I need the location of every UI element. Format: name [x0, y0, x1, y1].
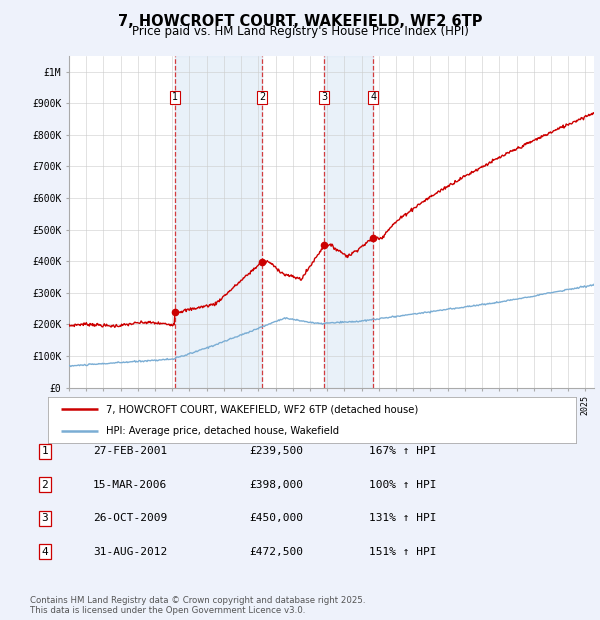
Text: 4: 4 — [41, 547, 49, 557]
Text: 26-OCT-2009: 26-OCT-2009 — [93, 513, 167, 523]
Text: 27-FEB-2001: 27-FEB-2001 — [93, 446, 167, 456]
Text: 4: 4 — [370, 92, 376, 102]
Text: 3: 3 — [321, 92, 327, 102]
Text: £239,500: £239,500 — [249, 446, 303, 456]
Text: 31-AUG-2012: 31-AUG-2012 — [93, 547, 167, 557]
Bar — [324, 56, 373, 388]
Text: 7, HOWCROFT COURT, WAKEFIELD, WF2 6TP (detached house): 7, HOWCROFT COURT, WAKEFIELD, WF2 6TP (d… — [106, 404, 418, 414]
Text: 2: 2 — [41, 480, 49, 490]
Text: Contains HM Land Registry data © Crown copyright and database right 2025.
This d: Contains HM Land Registry data © Crown c… — [30, 596, 365, 615]
Text: 100% ↑ HPI: 100% ↑ HPI — [369, 480, 437, 490]
Text: 15-MAR-2006: 15-MAR-2006 — [93, 480, 167, 490]
Text: £450,000: £450,000 — [249, 513, 303, 523]
Text: Price paid vs. HM Land Registry's House Price Index (HPI): Price paid vs. HM Land Registry's House … — [131, 25, 469, 38]
Text: 151% ↑ HPI: 151% ↑ HPI — [369, 547, 437, 557]
Text: £398,000: £398,000 — [249, 480, 303, 490]
Text: 131% ↑ HPI: 131% ↑ HPI — [369, 513, 437, 523]
Text: 7, HOWCROFT COURT, WAKEFIELD, WF2 6TP: 7, HOWCROFT COURT, WAKEFIELD, WF2 6TP — [118, 14, 482, 29]
Text: 2: 2 — [259, 92, 265, 102]
Text: HPI: Average price, detached house, Wakefield: HPI: Average price, detached house, Wake… — [106, 426, 339, 436]
Text: 3: 3 — [41, 513, 49, 523]
Text: 1: 1 — [172, 92, 178, 102]
Text: £472,500: £472,500 — [249, 547, 303, 557]
Text: 167% ↑ HPI: 167% ↑ HPI — [369, 446, 437, 456]
Bar — [175, 56, 262, 388]
Text: 1: 1 — [41, 446, 49, 456]
